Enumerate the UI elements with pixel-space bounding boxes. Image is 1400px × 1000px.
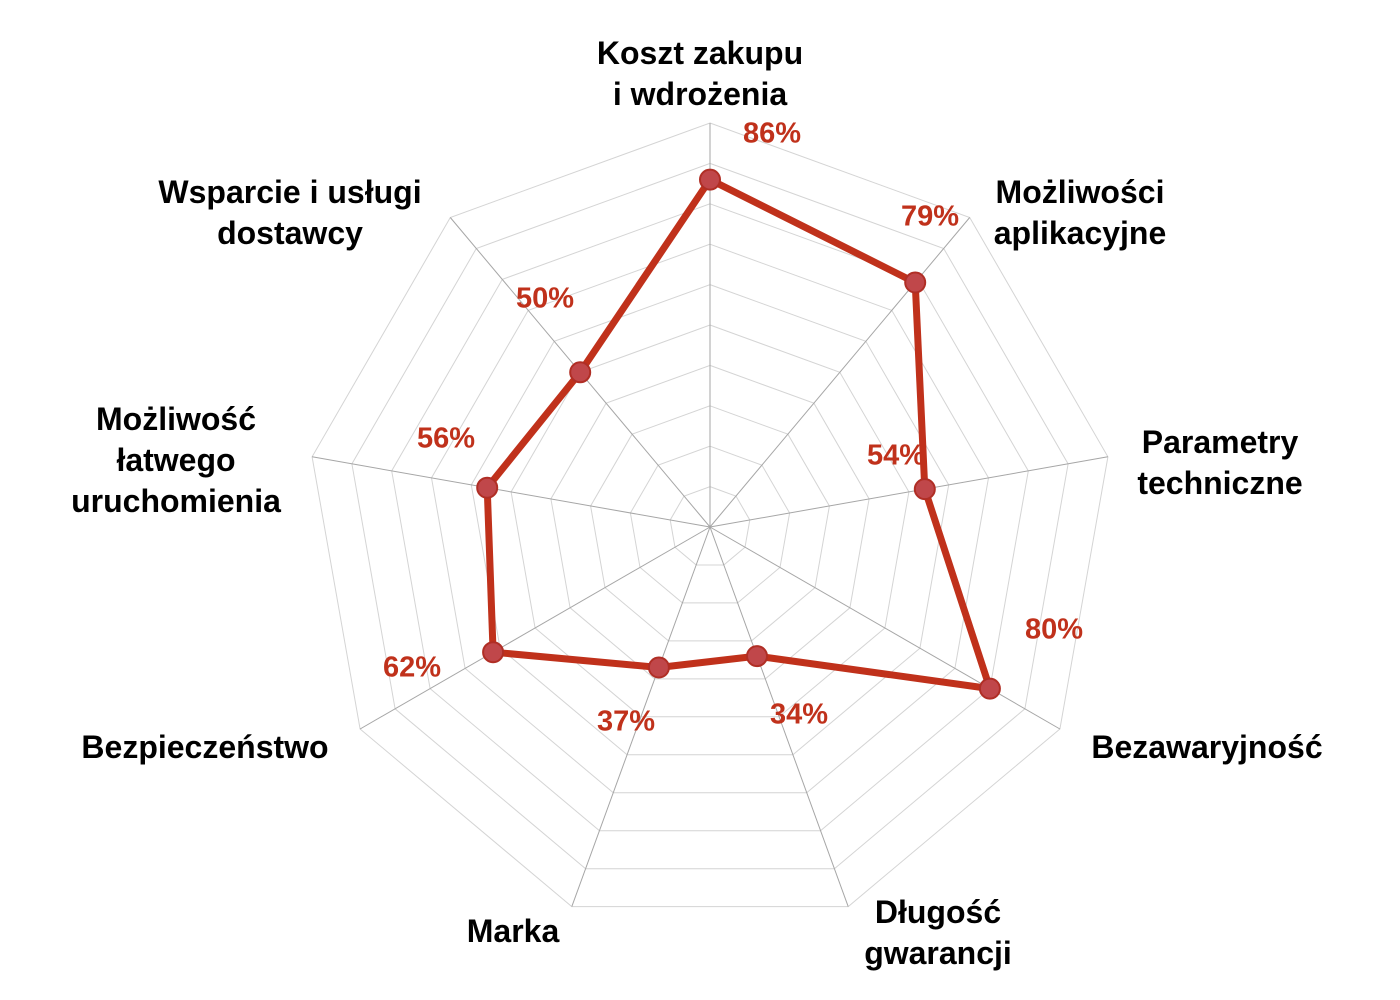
category-label-line: uruchomienia <box>71 483 281 519</box>
data-point-marker <box>699 168 721 191</box>
radar-grid <box>311 122 1109 908</box>
category-label-line: Marka <box>467 913 560 949</box>
grid-ring <box>510 324 910 718</box>
category-label-line: techniczne <box>1137 465 1302 501</box>
category-label: Bezpieczeństwo <box>81 729 328 765</box>
grid-ring <box>590 405 830 642</box>
category-label: Wsparcie i usługi dostawcy <box>158 174 421 251</box>
grid-ring <box>311 122 1109 908</box>
value-labels: 86% 79% 54% 80% 34% 37% 62% 56% 50% <box>383 118 1083 738</box>
series-line <box>483 176 994 693</box>
category-label-line: aplikacyjne <box>994 215 1167 251</box>
data-point-marker <box>746 645 768 668</box>
grid-ring <box>430 243 990 794</box>
category-label-line: gwarancji <box>864 935 1012 971</box>
grid-ring <box>669 486 751 566</box>
category-label-line: Koszt zakupu <box>597 35 803 71</box>
category-label-line: dostawcy <box>217 215 363 251</box>
category-label-line: i wdrożenia <box>613 76 787 112</box>
category-label-line: Wsparcie i usługi <box>158 174 421 210</box>
data-point-marker <box>569 361 592 384</box>
radar-spokes <box>312 123 1108 907</box>
category-label-line: Bezawaryjność <box>1091 729 1322 765</box>
grid-ring <box>351 162 1069 870</box>
category-label: Parametry techniczne <box>1137 424 1302 501</box>
value-label: 37% <box>597 706 655 738</box>
category-label: Długość gwarancji <box>864 894 1012 971</box>
grid-ring <box>391 203 1029 832</box>
value-label: 79% <box>901 201 959 233</box>
category-labels: Koszt zakupu i wdrożenia Możliwości aplikac… <box>71 35 1323 971</box>
axis-spoke <box>571 526 711 907</box>
category-label: Możliwość łatwego uruchomienia <box>71 401 281 519</box>
axis-spoke <box>709 526 1061 730</box>
value-label: 62% <box>383 652 441 684</box>
data-point-marker <box>904 271 927 294</box>
category-label-line: Możliwości <box>996 174 1165 210</box>
axis-spoke <box>359 526 711 730</box>
data-point-marker <box>913 478 936 501</box>
data-point-marker <box>476 476 499 499</box>
value-label: 54% <box>867 440 925 472</box>
data-point-marker <box>482 641 505 664</box>
axis-spoke <box>709 217 971 528</box>
data-point-marker <box>647 656 670 679</box>
value-label: 50% <box>516 283 574 315</box>
category-label-line: Możliwość <box>96 401 256 437</box>
value-label: 56% <box>417 423 475 455</box>
axis-spoke <box>709 456 1108 528</box>
category-label-line: łatwego <box>116 442 235 478</box>
category-label-line: Parametry <box>1142 424 1299 460</box>
axis-spoke <box>312 456 711 528</box>
value-label: 86% <box>743 118 801 150</box>
radar-series <box>476 168 1001 700</box>
axis-spoke <box>709 526 849 907</box>
grid-ring <box>629 445 791 604</box>
category-label: Koszt zakupu i wdrożenia <box>597 35 803 112</box>
category-label-line: Bezpieczeństwo <box>81 729 328 765</box>
category-label: Możliwości aplikacyjne <box>994 174 1167 251</box>
grid-ring <box>550 364 870 680</box>
category-label: Marka <box>467 913 560 949</box>
grid-ring <box>470 284 950 756</box>
category-label: Bezawaryjność <box>1091 729 1322 765</box>
data-point-marker <box>978 677 1001 700</box>
value-label: 80% <box>1025 614 1083 646</box>
category-label-line: Długość <box>875 894 1001 930</box>
value-label: 34% <box>770 699 828 731</box>
